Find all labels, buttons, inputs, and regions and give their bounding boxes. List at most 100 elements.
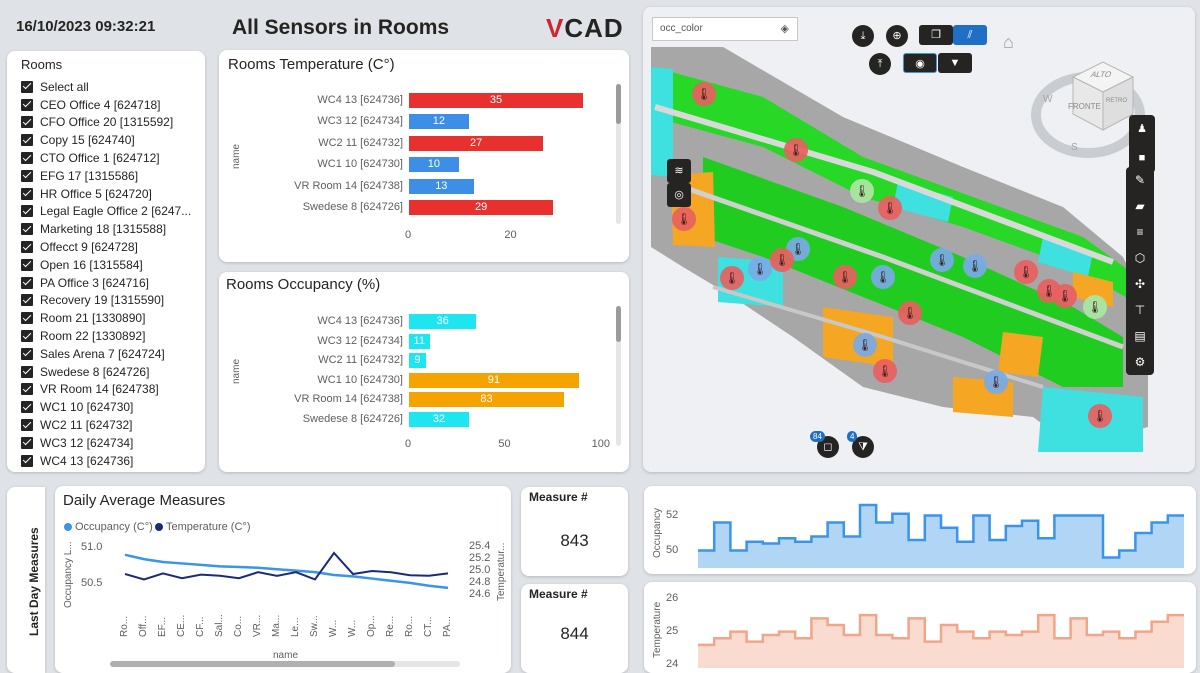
checkbox-checked-icon[interactable] xyxy=(21,134,33,147)
tree-icon[interactable]: ⊤ xyxy=(1134,303,1146,317)
temperature-sensor-icon[interactable]: 🌡 xyxy=(720,266,744,290)
explode-icon[interactable]: ✣ xyxy=(1134,277,1146,291)
temperature-sensor-icon[interactable]: 🌡 xyxy=(672,207,696,231)
room-checkbox[interactable]: CFO Office 20 [1315592] xyxy=(21,114,201,132)
checkbox-checked-icon[interactable] xyxy=(21,401,33,414)
move-up-icon[interactable]: ⤒ xyxy=(869,53,891,75)
step-line[interactable] xyxy=(698,503,1184,559)
temperature-sensor-icon[interactable]: 🌡 xyxy=(770,248,794,272)
room-checkbox[interactable]: Marketing 18 [1315588] xyxy=(21,220,201,238)
checkbox-checked-icon[interactable] xyxy=(21,205,33,218)
selection-box-icon[interactable]: ◻ xyxy=(817,436,839,458)
room-checkbox[interactable]: Copy 15 [624740] xyxy=(21,131,201,149)
bar[interactable] xyxy=(409,353,426,369)
checkbox-checked-icon[interactable] xyxy=(21,80,33,93)
room-checkbox[interactable]: Open 16 [1315584] xyxy=(21,256,201,274)
checkbox-checked-icon[interactable] xyxy=(21,258,33,271)
bar[interactable] xyxy=(409,157,459,173)
horizontal-scrollbar[interactable] xyxy=(110,661,460,667)
bar[interactable] xyxy=(409,135,544,151)
bar[interactable] xyxy=(409,412,469,427)
room-checkbox[interactable]: HR Office 5 [624720] xyxy=(21,185,201,203)
sensor-signal-icon[interactable]: ◎ xyxy=(667,183,691,207)
checkbox-checked-icon[interactable] xyxy=(21,276,33,289)
layer-select[interactable]: occ_color ◈ xyxy=(652,17,798,41)
bar[interactable] xyxy=(409,372,579,388)
bim-3d-viewer[interactable]: occ_color ◈ ⤓ ⊕ ❐ ⫽ ⤒ ◉ ▼ ⌂ ALTO FRONTE R… xyxy=(643,7,1195,472)
temperature-sensor-icon[interactable]: 🌡 xyxy=(853,333,877,357)
room-checkbox[interactable]: WC2 11 [624732] xyxy=(21,416,201,434)
temperature-sensor-icon[interactable]: 🌡 xyxy=(1088,404,1112,428)
select-all-checkbox[interactable]: Select all xyxy=(21,78,201,96)
room-checkbox[interactable]: CEO Office 4 [624718] xyxy=(21,96,201,114)
checkbox-checked-icon[interactable] xyxy=(21,169,33,182)
bar[interactable] xyxy=(409,93,583,108)
room-checkbox[interactable]: WC1 10 [624730] xyxy=(21,398,201,416)
room-checkbox[interactable]: Legal Eagle Office 2 [6247... xyxy=(21,203,201,221)
building-model[interactable] xyxy=(643,7,1195,472)
hatch-icon[interactable]: ⫽ xyxy=(953,25,987,45)
checkbox-checked-icon[interactable] xyxy=(21,98,33,111)
settings-icon[interactable]: ⚙ xyxy=(1134,355,1146,369)
temperature-sensor-icon[interactable]: 🌡 xyxy=(871,265,895,289)
checkbox-checked-icon[interactable] xyxy=(21,383,33,396)
checkbox-checked-icon[interactable] xyxy=(21,419,33,432)
point-icon[interactable]: ◉ xyxy=(903,53,937,73)
room-checkbox[interactable]: Offecct 9 [624728] xyxy=(21,238,201,256)
layers-icon[interactable]: ≋ xyxy=(667,159,691,183)
room-checkbox[interactable]: Swedese 8 [624726] xyxy=(21,363,201,381)
occupancy-line[interactable] xyxy=(124,553,449,590)
checkbox-checked-icon[interactable] xyxy=(21,241,33,254)
room-checkbox[interactable]: EFG 17 [1315586] xyxy=(21,167,201,185)
bar[interactable] xyxy=(409,314,477,329)
temperature-sensor-icon[interactable]: 🌡 xyxy=(930,248,954,272)
checkbox-checked-icon[interactable] xyxy=(21,365,33,378)
temperature-sensor-icon[interactable]: 🌡 xyxy=(1053,284,1077,308)
temperature-sensor-icon[interactable]: 🌡 xyxy=(748,257,772,281)
room-checkbox[interactable]: Recovery 19 [1315590] xyxy=(21,292,201,310)
copy-view-icon[interactable]: ❐ xyxy=(919,25,953,45)
target-icon[interactable]: ⊕ xyxy=(886,25,908,47)
temperature-sensor-icon[interactable]: 🌡 xyxy=(1083,295,1107,319)
room-checkbox[interactable]: VR Room 14 [624738] xyxy=(21,381,201,399)
step-line[interactable] xyxy=(698,613,1184,647)
temperature-sensor-icon[interactable]: 🌡 xyxy=(898,301,922,325)
temperature-sensor-icon[interactable]: 🌡 xyxy=(963,254,987,278)
temperature-sensor-icon[interactable]: 🌡 xyxy=(878,196,902,220)
temperature-sensor-icon[interactable]: 🌡 xyxy=(692,82,716,106)
checkbox-checked-icon[interactable] xyxy=(21,454,33,467)
room-checkbox[interactable]: WC3 12 [624734] xyxy=(21,434,201,452)
folder-icon[interactable]: ▰ xyxy=(1135,199,1145,213)
bar[interactable] xyxy=(409,392,564,408)
bar[interactable] xyxy=(409,114,469,130)
temperature-line[interactable] xyxy=(124,551,449,581)
room-checkbox[interactable]: Sales Arena 7 [624724] xyxy=(21,345,201,363)
person-icon[interactable]: ♟ ■ xyxy=(1129,115,1155,173)
bar[interactable] xyxy=(409,200,554,215)
bar[interactable] xyxy=(409,178,474,194)
filter-icon[interactable]: ▼ xyxy=(938,53,972,73)
room-checkbox[interactable]: Room 22 [1330892] xyxy=(21,327,201,345)
measure-icon[interactable]: ✎ xyxy=(1134,173,1146,187)
properties-icon[interactable]: ▤ xyxy=(1134,329,1146,343)
checkbox-checked-icon[interactable] xyxy=(21,187,33,200)
move-down-icon[interactable]: ⤓ xyxy=(852,25,874,47)
temperature-sensor-icon[interactable]: 🌡 xyxy=(784,138,808,162)
checkbox-checked-icon[interactable] xyxy=(21,347,33,360)
room-checkbox[interactable]: PA Office 3 [624716] xyxy=(21,274,201,292)
temperature-sensor-icon[interactable]: 🌡 xyxy=(984,370,1008,394)
room-checkbox[interactable]: CTO Office 1 [624712] xyxy=(21,149,201,167)
temperature-sensor-icon[interactable]: 🌡 xyxy=(850,179,874,203)
box-icon[interactable]: ⬡ xyxy=(1134,251,1146,265)
checkbox-checked-icon[interactable] xyxy=(21,116,33,129)
checkbox-checked-icon[interactable] xyxy=(21,152,33,165)
filter-clear-icon[interactable]: ⧩ xyxy=(852,436,874,458)
checkbox-checked-icon[interactable] xyxy=(21,330,33,343)
checkbox-checked-icon[interactable] xyxy=(21,436,33,449)
bar[interactable] xyxy=(409,333,430,349)
temperature-sensor-icon[interactable]: 🌡 xyxy=(1014,260,1038,284)
navigation-cube[interactable] xyxy=(1063,52,1143,137)
temperature-sensor-icon[interactable]: 🌡 xyxy=(873,359,897,383)
stack-icon[interactable]: ≡ xyxy=(1136,225,1144,239)
home-icon[interactable]: ⌂ xyxy=(1003,32,1014,52)
